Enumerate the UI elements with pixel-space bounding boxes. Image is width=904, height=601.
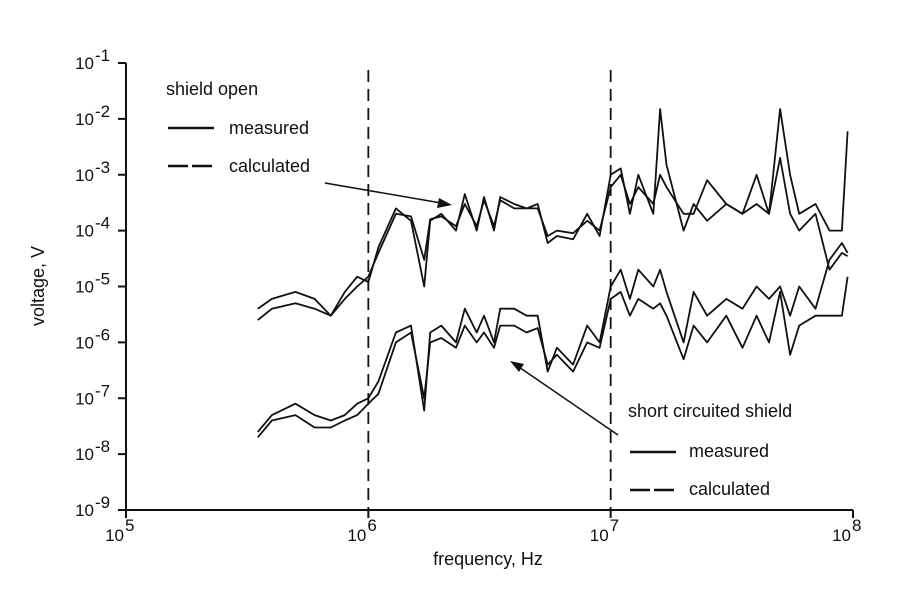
series-line-shield-open-calculated <box>257 156 849 321</box>
legend-short-circuited-calculated-label: calculated <box>689 479 770 499</box>
legend-short-circuited: short circuited shield measured calculat… <box>628 401 792 499</box>
x-tick-label: 10 <box>105 526 124 545</box>
x-axis-title: frequency, Hz <box>433 549 543 569</box>
y-tick-exponent: -8 <box>95 437 110 456</box>
legend-shield-open-title: shield open <box>166 79 258 99</box>
series-line-short-circuited-calculated <box>257 276 849 438</box>
y-tick-label: 10 <box>75 110 94 129</box>
y-tick-exponent: -6 <box>95 325 110 344</box>
series-line-short-circuited-measured <box>257 242 849 433</box>
plot-area <box>257 70 849 510</box>
y-ticks: 10-110-210-310-410-510-610-710-810-9 <box>75 46 126 520</box>
series-line-shield-open-measured <box>257 108 849 317</box>
y-tick-exponent: -1 <box>95 46 110 65</box>
legend-shield-open-measured-label: measured <box>229 118 309 138</box>
x-tick-exponent: 6 <box>367 516 376 535</box>
legend-short-circuited-measured-label: measured <box>689 441 769 461</box>
y-tick-label: 10 <box>75 333 94 352</box>
y-tick-exponent: -3 <box>95 158 110 177</box>
y-tick-label: 10 <box>75 501 94 520</box>
y-tick-exponent: -9 <box>95 493 110 512</box>
y-tick-exponent: -2 <box>95 102 110 121</box>
legend-short-circuited-title: short circuited shield <box>628 401 792 421</box>
y-tick-exponent: -5 <box>95 270 110 289</box>
y-tick-label: 10 <box>75 222 94 241</box>
reference-lines <box>367 70 612 510</box>
legend-shield-open-calculated-label: calculated <box>229 156 310 176</box>
legend-shield-open: shield open measured calculated <box>166 79 310 176</box>
y-tick-label: 10 <box>75 166 94 185</box>
y-tick-label: 10 <box>75 278 94 297</box>
series-layer <box>257 108 849 438</box>
y-tick-label: 10 <box>75 54 94 73</box>
x-tick-exponent: 7 <box>610 516 619 535</box>
x-tick-exponent: 5 <box>125 516 134 535</box>
x-tick-label: 10 <box>832 526 851 545</box>
y-tick-label: 10 <box>75 389 94 408</box>
x-tick-exponent: 8 <box>852 516 861 535</box>
y-tick-exponent: -4 <box>95 214 110 233</box>
x-tick-label: 10 <box>347 526 366 545</box>
y-tick-label: 10 <box>75 445 94 464</box>
x-tick-label: 10 <box>590 526 609 545</box>
annotation-arrow-short-circuited <box>510 361 619 436</box>
y-tick-exponent: -7 <box>95 381 110 400</box>
annotation-arrow-shield-open <box>324 182 452 208</box>
y-axis-title: voltage, V <box>28 246 48 326</box>
